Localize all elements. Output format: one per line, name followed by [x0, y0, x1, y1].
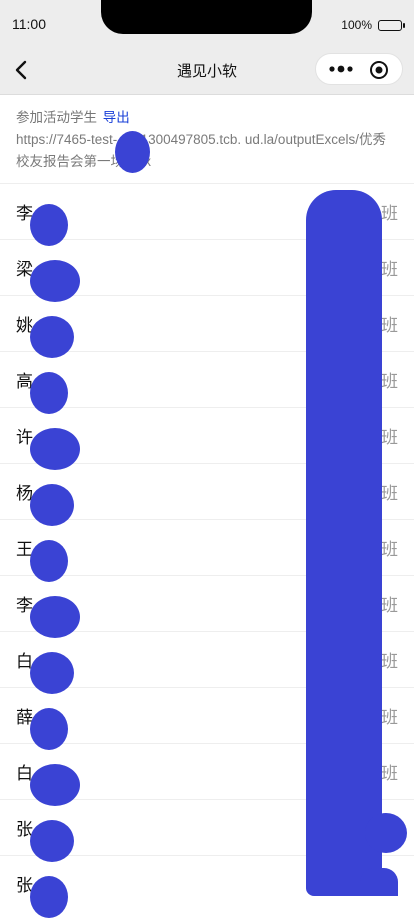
student-class: 班	[381, 316, 398, 335]
student-name: 白	[16, 652, 33, 671]
student-name: 白	[16, 764, 33, 783]
student-name: 薛	[16, 708, 33, 727]
student-name: 高	[16, 372, 33, 391]
redaction-mark	[30, 372, 68, 414]
chevron-left-icon[interactable]	[10, 58, 34, 82]
participants-label: 参加活动学生	[16, 110, 97, 125]
redaction-mark	[30, 876, 68, 918]
redaction-mark	[30, 428, 80, 470]
battery-icon	[378, 19, 405, 31]
student-class: 班	[381, 484, 398, 503]
student-row[interactable]: 许班	[0, 408, 414, 464]
student-row[interactable]: 高班	[0, 352, 414, 408]
student-class: 班	[381, 596, 398, 615]
student-class: 班	[381, 708, 398, 727]
student-row[interactable]: 李班	[0, 576, 414, 632]
export-url[interactable]: https://7465-test- 6h-1300497805.tcb. ud…	[16, 132, 386, 169]
student-row[interactable]: 梁班	[0, 240, 414, 296]
student-class: 班	[381, 540, 398, 559]
status-bar: 11:00 100%	[0, 0, 414, 46]
redaction-mark	[360, 868, 398, 896]
redaction-mark	[30, 820, 74, 862]
student-name: 李	[16, 204, 33, 223]
student-class: 班	[381, 260, 398, 279]
student-name: 李	[16, 596, 33, 615]
redaction-mark	[30, 260, 80, 302]
student-name: 张	[16, 820, 33, 839]
student-class: 班	[381, 428, 398, 447]
more-dots-icon[interactable]	[328, 63, 354, 75]
redaction-mark	[30, 204, 68, 246]
redaction-mark	[115, 131, 150, 173]
redaction-mark	[30, 484, 74, 526]
student-class: 班	[381, 764, 398, 783]
student-name: 杨	[16, 484, 33, 503]
student-list: 李班梁班姚班高班许班杨班王班李班白班薛班白班张班张班	[0, 183, 414, 896]
redaction-mark	[306, 190, 382, 896]
mini-program-capsule	[315, 53, 403, 85]
status-time: 11:00	[12, 16, 46, 32]
student-row[interactable]: 姚班	[0, 296, 414, 352]
redaction-mark	[365, 813, 407, 853]
student-name: 张	[16, 876, 33, 895]
redaction-mark	[30, 540, 68, 582]
export-header: 参加活动学生 导出 https://7465-test- 6h-13004978…	[0, 95, 414, 183]
student-name: 王	[16, 540, 33, 559]
student-name: 姚	[16, 316, 33, 335]
device-notch	[101, 0, 312, 34]
status-battery: 100%	[341, 18, 405, 32]
redaction-mark	[30, 708, 68, 750]
redaction-mark	[30, 652, 74, 694]
student-row[interactable]: 杨班	[0, 464, 414, 520]
page-title: 遇见小软	[176, 63, 237, 80]
student-row[interactable]: 薛班	[0, 688, 414, 744]
student-row[interactable]: 白班	[0, 632, 414, 688]
student-name: 许	[16, 428, 33, 447]
battery-percent: 100%	[341, 18, 372, 32]
target-circle-icon[interactable]	[369, 60, 389, 80]
student-class: 班	[381, 204, 398, 223]
nav-bar: 遇见小软	[0, 46, 414, 95]
student-class: 班	[381, 372, 398, 391]
main-content: 参加活动学生 导出 https://7465-test- 6h-13004978…	[0, 95, 414, 896]
redaction-mark	[30, 596, 80, 638]
redaction-mark	[30, 764, 80, 806]
student-row[interactable]: 白班	[0, 744, 414, 800]
student-row[interactable]: 李班	[0, 184, 414, 240]
student-class: 班	[381, 652, 398, 671]
student-name: 梁	[16, 260, 33, 279]
redaction-mark	[30, 316, 74, 358]
export-link[interactable]: 导出	[102, 110, 130, 125]
student-row[interactable]: 王班	[0, 520, 414, 576]
